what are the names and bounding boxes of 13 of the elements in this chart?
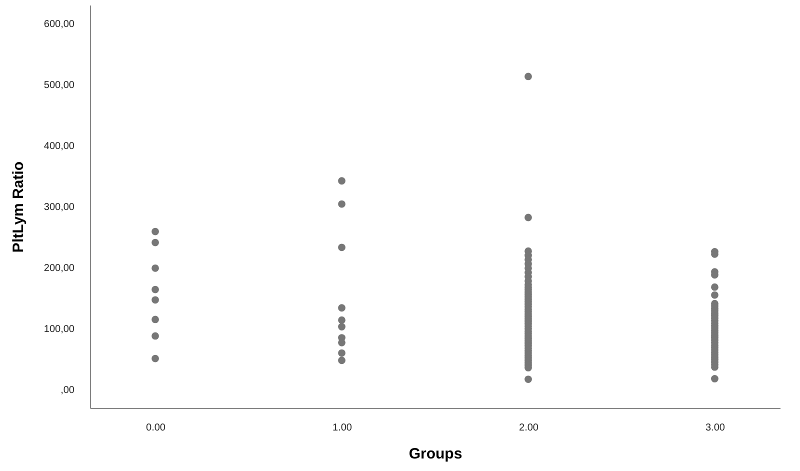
y-tick-label: 100,00 [44, 324, 75, 336]
x-tick-label: 2.00 [519, 422, 539, 434]
y-tick-label: 500,00 [44, 80, 75, 91]
y-tick-label: ,00 [60, 385, 75, 396]
x-tick-label: 0.00 [146, 422, 166, 434]
y-tick-label: 300,00 [44, 202, 75, 213]
y-tick-label: 600,00 [44, 18, 75, 30]
y-tick-label: 400,00 [44, 140, 75, 152]
x-axis-title: Groups [408, 446, 462, 462]
y-axis-title: PltLym Ratio [10, 161, 27, 253]
y-tick-label: 200,00 [44, 263, 75, 274]
x-tick-label: 3.00 [705, 422, 726, 434]
x-tick-label: 1.00 [332, 422, 352, 434]
